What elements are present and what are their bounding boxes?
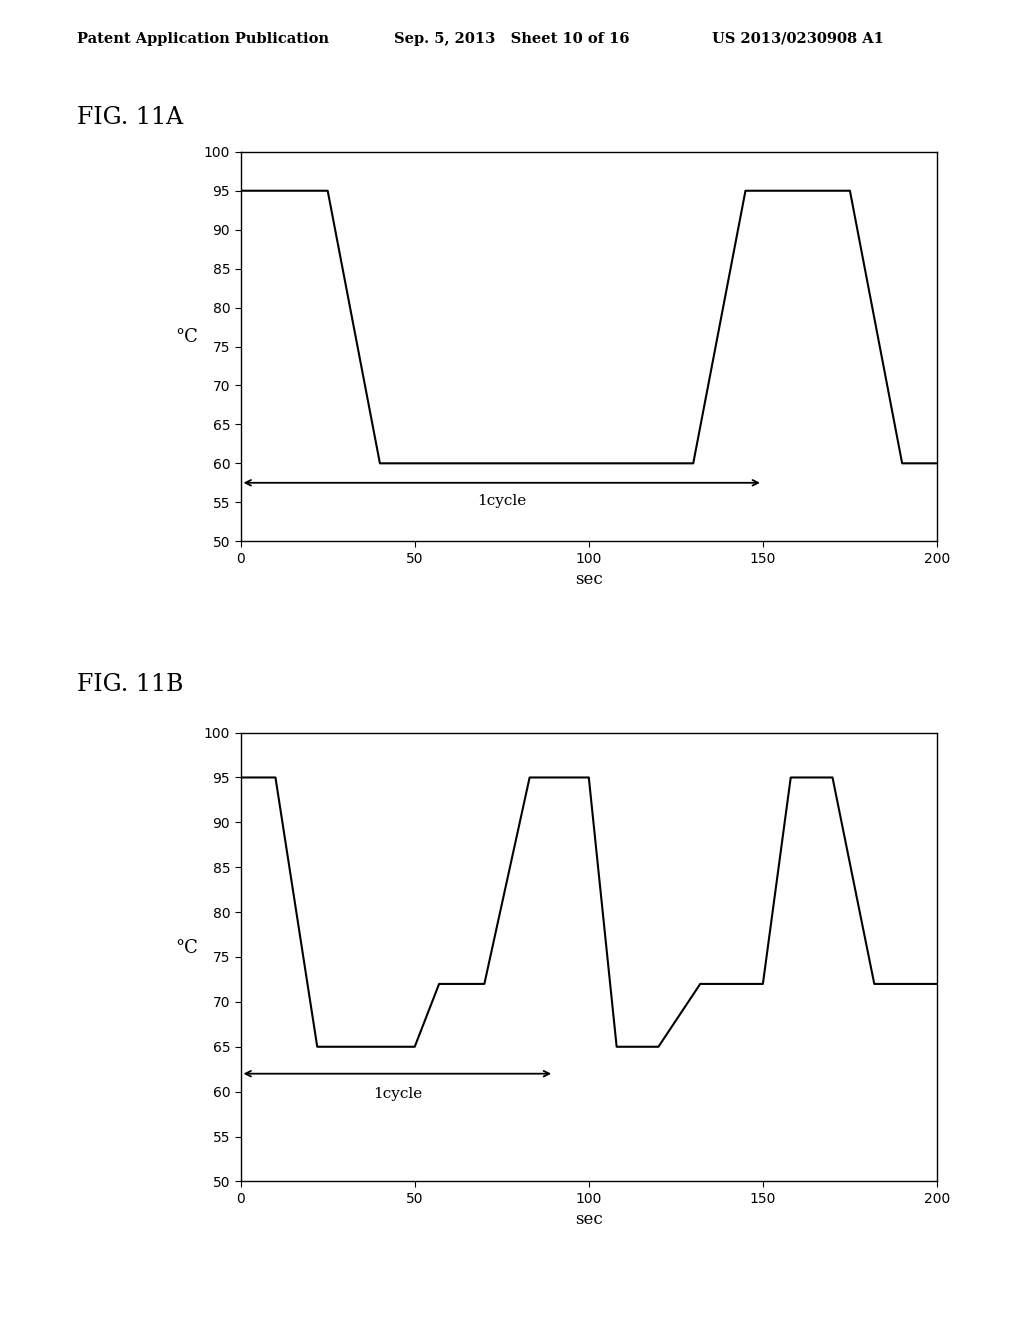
Text: FIG. 11A: FIG. 11A [77,106,183,128]
Text: Sep. 5, 2013   Sheet 10 of 16: Sep. 5, 2013 Sheet 10 of 16 [394,32,630,46]
Y-axis label: °C: °C [176,939,199,957]
Text: FIG. 11B: FIG. 11B [77,673,183,696]
Text: Patent Application Publication: Patent Application Publication [77,32,329,46]
Y-axis label: °C: °C [176,329,199,346]
Text: 1cycle: 1cycle [477,495,526,508]
Text: 1cycle: 1cycle [373,1088,422,1101]
X-axis label: sec: sec [574,572,603,589]
X-axis label: sec: sec [574,1212,603,1229]
Text: US 2013/0230908 A1: US 2013/0230908 A1 [712,32,884,46]
